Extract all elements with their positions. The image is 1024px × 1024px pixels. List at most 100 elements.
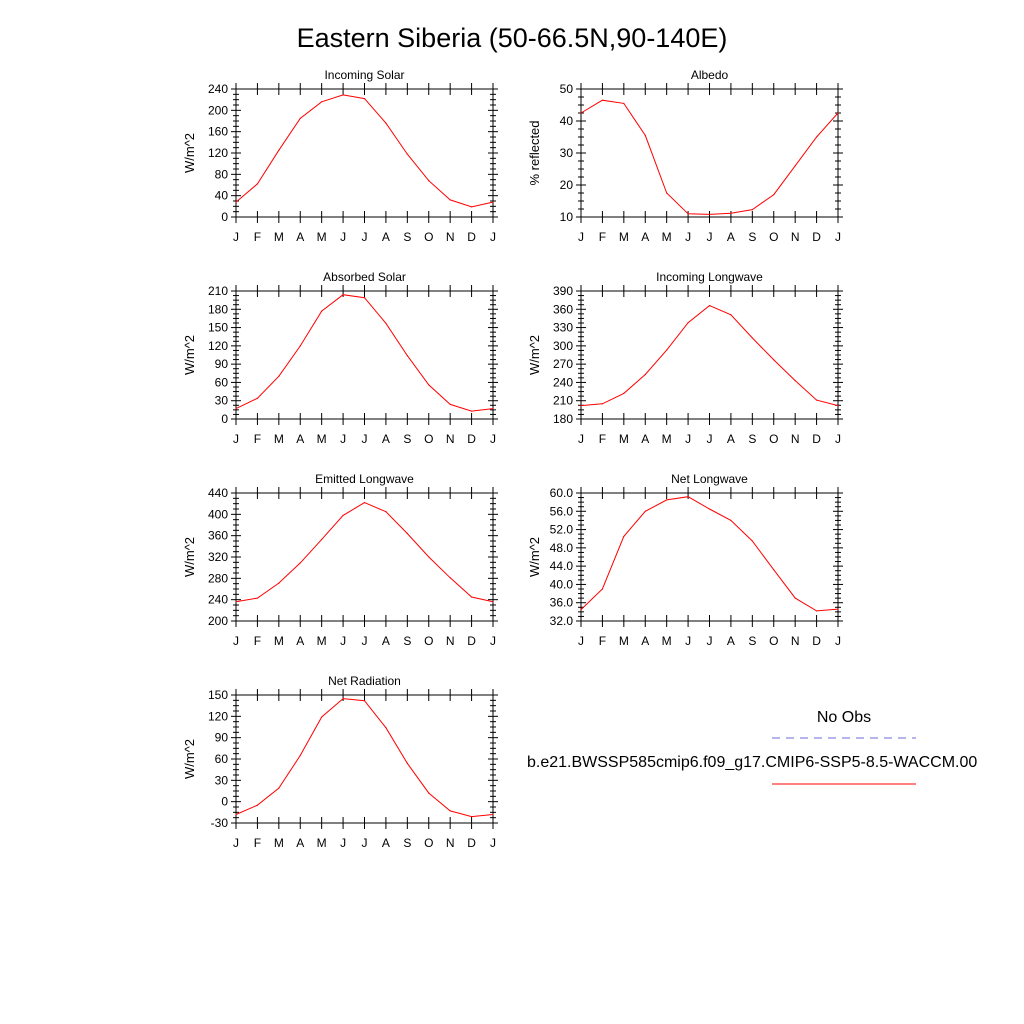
x-tick-label: A	[641, 634, 649, 648]
x-tick-label: J	[490, 230, 496, 244]
y-tick-label: 60	[215, 752, 229, 766]
data-point	[449, 577, 451, 579]
y-tick-label: 10	[560, 210, 574, 224]
data-point	[623, 392, 625, 394]
y-tick-label: 330	[553, 321, 573, 335]
chart-title: Incoming Solar	[324, 68, 404, 82]
series-line	[235, 94, 494, 208]
data-point	[708, 508, 711, 510]
y-tick-label: 0	[221, 210, 228, 224]
plot-frame	[235, 88, 494, 218]
data-point	[644, 510, 646, 512]
y-tick-label: 50	[560, 82, 574, 96]
y-axis-label: W/m^2	[527, 335, 542, 375]
y-tick-label: 300	[553, 339, 573, 353]
x-tick-label: A	[727, 230, 735, 244]
data-point	[235, 813, 237, 816]
data-point	[580, 112, 582, 114]
x-tick-label: S	[748, 432, 756, 446]
y-tick-label: 56.0	[550, 504, 574, 518]
data-point	[278, 582, 280, 584]
x-tick-label: A	[641, 230, 649, 244]
y-tick-label: 320	[208, 550, 228, 564]
data-point	[751, 337, 753, 339]
data-point	[321, 310, 323, 312]
chart-title: Albedo	[691, 68, 729, 82]
data-point	[406, 762, 408, 764]
data-point	[428, 384, 430, 386]
x-tick-label: J	[362, 634, 368, 648]
x-tick-label: J	[490, 432, 496, 446]
x-tick-label: J	[685, 634, 691, 648]
data-point	[580, 608, 582, 611]
x-tick-label: D	[467, 432, 476, 446]
x-tick-label: D	[467, 836, 476, 850]
data-point	[837, 608, 839, 610]
data-point	[406, 153, 408, 155]
y-tick-label: 150	[208, 321, 228, 335]
data-point	[256, 597, 259, 599]
y-tick-label: 40	[560, 114, 574, 128]
plot-frame	[580, 492, 839, 622]
x-tick-label: J	[340, 432, 346, 446]
data-point	[470, 206, 473, 208]
x-tick-label: O	[424, 432, 433, 446]
data-point	[299, 562, 301, 564]
x-tick-label: O	[424, 836, 433, 850]
x-tick-label: M	[317, 230, 327, 244]
series-line	[580, 99, 839, 215]
x-tick-label: J	[362, 432, 368, 446]
x-tick-label: O	[769, 432, 778, 446]
y-tick-label: 360	[208, 529, 228, 543]
y-tick-label: 280	[208, 571, 228, 585]
data-point	[580, 404, 582, 407]
data-point	[385, 322, 387, 324]
x-tick-label: O	[424, 230, 433, 244]
x-tick-label: N	[791, 634, 800, 648]
data-point	[773, 359, 775, 361]
data-point	[687, 322, 689, 324]
data-point	[470, 410, 473, 412]
data-point	[385, 122, 387, 124]
data-point	[299, 754, 301, 757]
x-tick-label: J	[685, 230, 691, 244]
data-point	[321, 538, 323, 541]
series-line	[580, 496, 839, 612]
data-point	[235, 201, 237, 203]
data-point	[708, 213, 711, 216]
x-tick-label: S	[403, 836, 411, 850]
x-tick-label: N	[446, 230, 455, 244]
x-tick-label: J	[578, 634, 584, 648]
y-tick-label: 30	[560, 146, 574, 160]
data-point	[342, 697, 344, 700]
data-point	[623, 535, 625, 538]
y-tick-label: 30	[215, 394, 229, 408]
x-tick-label: J	[362, 230, 368, 244]
y-tick-label: 44.0	[550, 559, 574, 573]
plot-frame	[580, 88, 839, 218]
x-tick-label: A	[382, 432, 390, 446]
x-tick-label: J	[233, 432, 239, 446]
x-tick-label: J	[835, 634, 841, 648]
data-point	[666, 349, 668, 351]
x-tick-label: M	[274, 230, 284, 244]
data-point	[601, 588, 604, 590]
x-tick-label: M	[317, 432, 327, 446]
y-tick-label: 48.0	[550, 541, 574, 555]
x-tick-label: S	[403, 432, 411, 446]
x-tick-label: S	[403, 230, 411, 244]
x-tick-label: J	[362, 836, 368, 850]
y-tick-label: 180	[208, 302, 228, 316]
data-point	[299, 117, 301, 119]
x-tick-label: M	[662, 230, 672, 244]
y-tick-label: 200	[208, 103, 228, 117]
data-point	[730, 314, 732, 316]
y-tick-label: 20	[560, 178, 574, 192]
x-tick-label: O	[769, 634, 778, 648]
y-tick-label: 90	[215, 357, 229, 371]
x-tick-label: A	[296, 634, 304, 648]
chart-panel-4: Incoming Longwave W/m^2 180 210 240 270 300 330…	[527, 270, 843, 446]
y-tick-label: 60.0	[550, 486, 574, 500]
data-point	[773, 194, 775, 196]
x-tick-label: M	[274, 432, 284, 446]
